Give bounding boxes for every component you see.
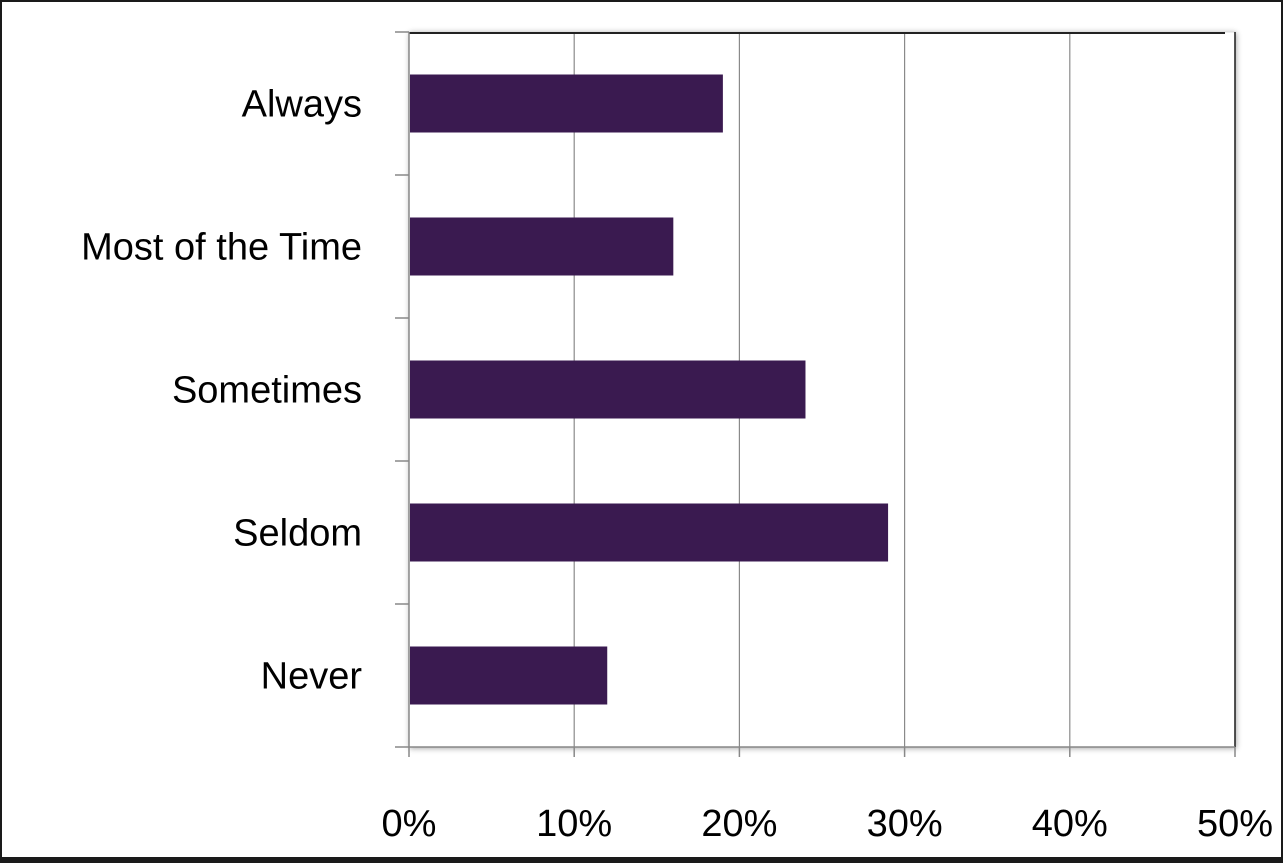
category-label: Sometimes: [172, 370, 362, 412]
x-tick-label: 40%: [1032, 803, 1108, 845]
x-tick-label: 0%: [382, 803, 437, 845]
x-tick-label: 30%: [867, 803, 943, 845]
x-tick-label: 50%: [1197, 803, 1273, 845]
bar-most-of-the-time[interactable]: [410, 217, 674, 276]
category-label: Always: [242, 84, 362, 126]
bar-never[interactable]: [410, 646, 608, 705]
bar-sometimes[interactable]: [410, 360, 806, 419]
category-label: Seldom: [233, 513, 362, 555]
x-tick-label: 10%: [536, 803, 612, 845]
x-tick-label: 20%: [701, 803, 777, 845]
category-label: Never: [261, 656, 363, 698]
bar-seldom[interactable]: [410, 503, 889, 562]
category-label: Most of the Time: [81, 227, 362, 269]
bar-always[interactable]: [410, 74, 723, 133]
